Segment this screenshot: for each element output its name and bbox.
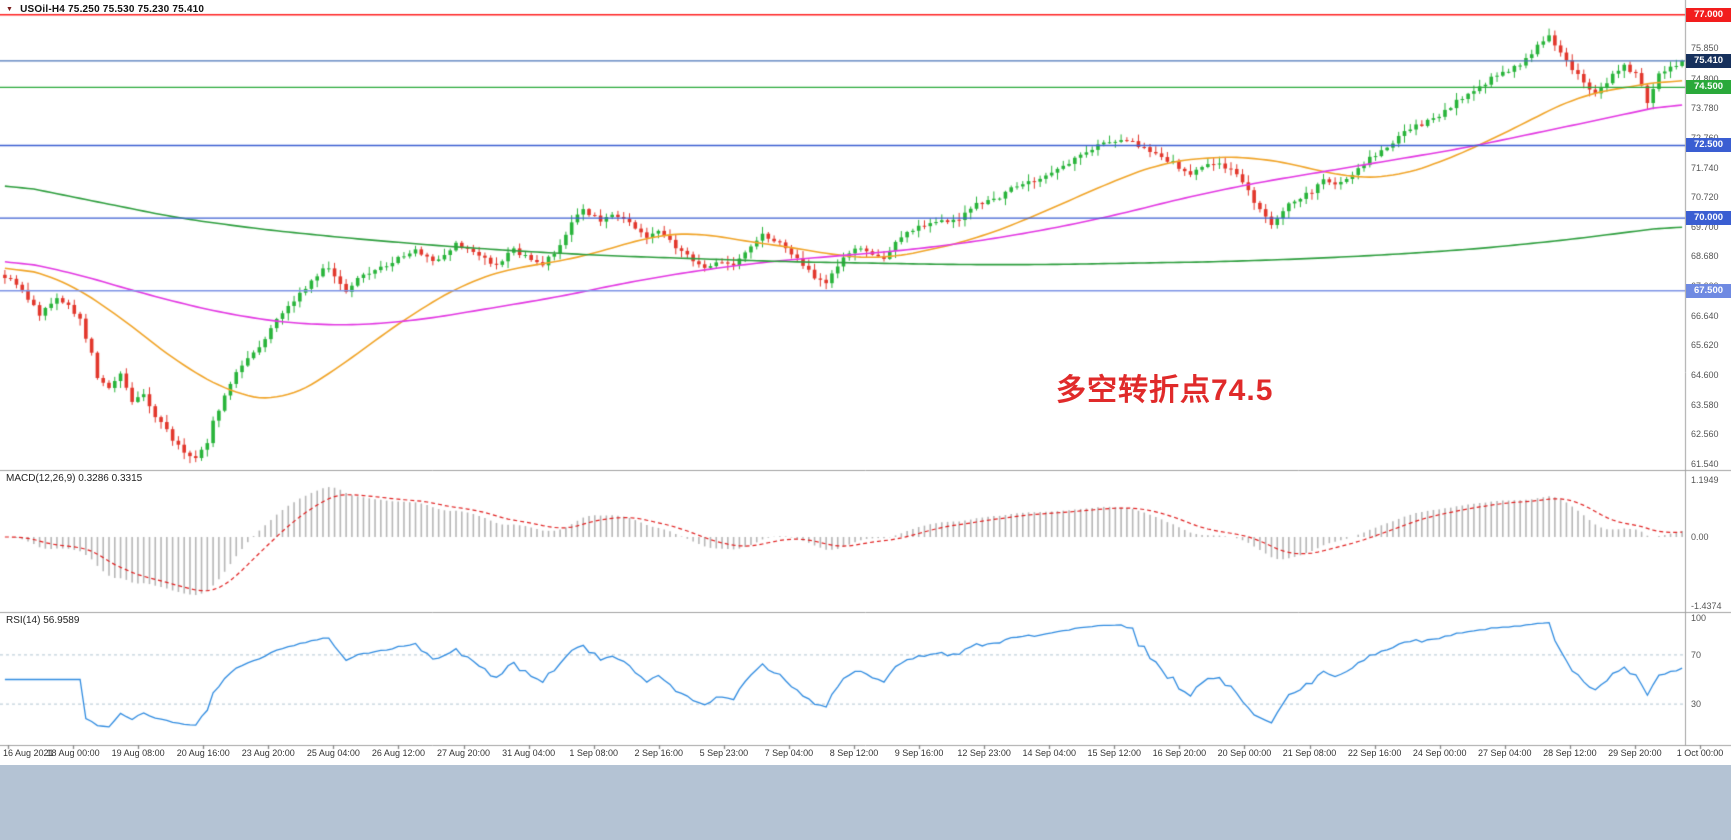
price-tick-label: 74.800 [1691,73,1719,84]
price-badge: 72.500 [1686,138,1731,153]
time-tick-label: 20 Sep 00:00 [1217,748,1272,758]
time-tick-label: 28 Sep 12:00 [1543,748,1597,758]
macd-tick-label: -1.4374 [1691,600,1722,611]
time-tick-label: 27 Sep 04:00 [1477,748,1532,758]
macd-panel[interactable] [0,470,1685,612]
macd-tick-label: 0.00 [1691,532,1709,542]
price-tick-label: 61.540 [1691,458,1719,469]
chart-header: ▼ USOil-H4 75.250 75.530 75.230 75.410 [6,4,204,15]
price-tick-label: 75.850 [1691,43,1719,54]
rsi-panel[interactable] [0,612,1685,745]
price-tick-label: 66.640 [1691,310,1719,321]
time-tick-label: 2 Sep 16:00 [634,748,684,758]
time-tick-label: 16 Aug 2021 [3,748,54,758]
time-tick-label: 12 Sep 23:00 [957,748,1011,758]
time-tick-label: 23 Aug 20:00 [241,748,295,758]
price-tick-label: 68.680 [1691,251,1719,262]
price-tick-label: 65.620 [1691,340,1719,351]
time-tick-label: 31 Aug 04:00 [502,748,556,758]
time-tick-label: 16 Sep 20:00 [1152,748,1207,758]
time-tick-label: 15 Sep 12:00 [1087,748,1142,758]
time-tick-label: 18 Aug 00:00 [46,748,100,758]
main-chart-panel[interactable] [0,0,1685,470]
price-badge: 75.410 [1686,53,1731,68]
time-tick-label: 27 Aug 20:00 [437,748,491,758]
symbol-ohlc-title: USOil-H4 75.250 75.530 75.230 75.410 [20,4,205,15]
time-tick-label: 20 Aug 16:00 [176,748,230,758]
time-tick-label: 25 Aug 04:00 [306,748,360,758]
price-tick-label: 73.780 [1691,103,1719,114]
price-tick-label: 64.600 [1691,370,1719,381]
time-tick-label: 5 Sep 23:00 [699,748,749,758]
price-tick-label: 63.580 [1691,399,1719,410]
price-tick-label: 72.760 [1691,133,1719,143]
price-badge: 67.500 [1686,283,1731,298]
price-badge: 77.000 [1686,7,1731,22]
price-tick-label: 62.560 [1691,429,1719,440]
bottom-panel [0,765,1731,840]
annotation-text: 多空转折点74.5 [1056,374,1274,407]
time-tick-label: 8 Sep 12:00 [829,748,879,758]
time-tick-label: 29 Sep 20:00 [1608,748,1662,758]
symbol-dropdown-icon[interactable]: ▼ [6,6,14,13]
price-tick-label: 70.720 [1691,192,1719,203]
rsi-tick-label: 70 [1691,649,1702,660]
time-tick-label: 9 Sep 16:00 [894,748,944,758]
rsi-tick-label: 30 [1691,699,1702,710]
time-tick-label: 24 Sep 00:00 [1412,748,1467,758]
macd-indicator-label: MACD(12,26,9) 0.3286 0.3315 [6,473,143,484]
rsi-indicator-label: RSI(14) 56.9589 [6,615,80,626]
time-tick-label: 1 Sep 08:00 [569,748,618,758]
time-tick-label: 26 Aug 12:00 [371,748,425,758]
time-tick-label: 19 Aug 08:00 [111,748,165,758]
time-tick-label: 7 Sep 04:00 [764,748,814,758]
chart-canvas[interactable] [0,0,1731,765]
time-tick-label: 22 Sep 16:00 [1347,748,1402,758]
price-badge: 74.500 [1686,80,1731,95]
price-badge: 70.000 [1686,211,1731,226]
time-tick-label: 21 Sep 08:00 [1282,748,1337,758]
time-tick-label: 14 Sep 04:00 [1022,748,1076,758]
macd-tick-label: 1.1949 [1691,475,1719,485]
rsi-tick-label: 100 [1691,613,1707,623]
price-tick-label: 69.700 [1691,221,1719,232]
price-tick-label: 71.740 [1691,162,1719,173]
time-tick-label: 1 Oct 00:00 [1676,748,1724,758]
